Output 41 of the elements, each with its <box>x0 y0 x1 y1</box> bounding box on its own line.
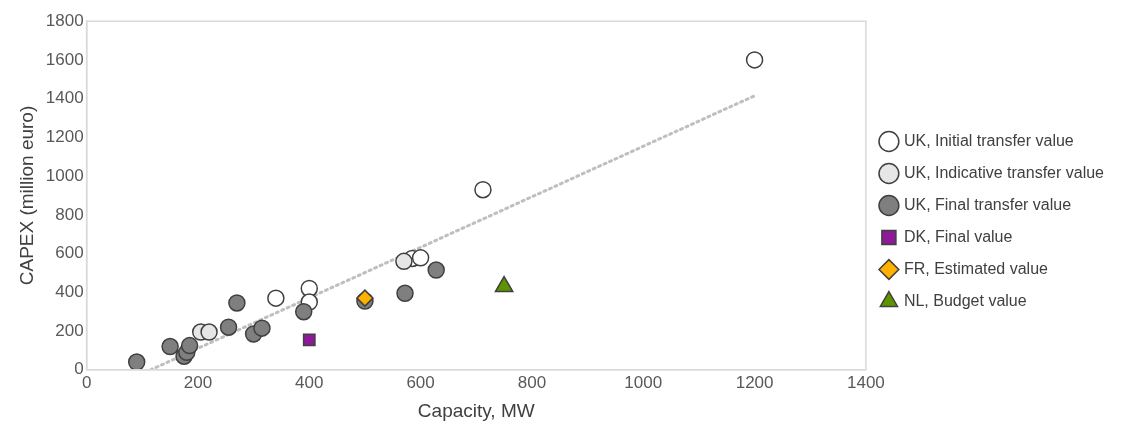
point <box>253 319 271 337</box>
x-tick-label: 1000 <box>624 372 663 392</box>
y-tick-label: 1600 <box>45 49 84 69</box>
point <box>200 323 218 341</box>
y-tick-label: 800 <box>55 204 84 224</box>
point <box>395 252 413 271</box>
legend-label: FR, Estimated value <box>903 259 1049 277</box>
point <box>127 353 146 370</box>
point <box>294 302 313 321</box>
y-tick-label: 400 <box>55 282 84 302</box>
point <box>474 180 492 199</box>
y-tick-label: 200 <box>55 320 84 340</box>
point <box>267 289 285 307</box>
x-tick-label: 400 <box>295 372 324 392</box>
y-axis-title: CAPEX (million euro) <box>15 105 37 286</box>
x-tick-label: 200 <box>183 372 213 392</box>
y-tick-label: 0 <box>74 359 84 379</box>
y-tick-label: 600 <box>55 243 84 263</box>
x-axis-title: Capacity, MW <box>417 399 535 421</box>
legend-label: DK, Final value <box>903 227 1013 245</box>
y-tick-label: 1200 <box>45 127 84 147</box>
point <box>745 51 764 69</box>
legend-label: UK, Final transfer value <box>903 195 1072 213</box>
legend-label: NL, Budget value <box>903 291 1027 309</box>
point <box>161 337 179 356</box>
point <box>302 333 316 347</box>
point <box>228 294 246 312</box>
legend-label: UK, Indicative transfer value <box>903 163 1105 181</box>
x-tick-label: 800 <box>517 372 547 392</box>
point <box>219 318 238 336</box>
y-tick-label: 1800 <box>45 10 84 30</box>
point <box>396 284 414 303</box>
y-tick-label: 1000 <box>45 165 84 185</box>
x-tick-label: 600 <box>406 372 435 392</box>
point <box>180 336 199 355</box>
point <box>427 261 445 279</box>
point <box>411 249 430 267</box>
x-tick-label: 1200 <box>735 372 774 392</box>
x-tick-label: 1400 <box>846 372 885 392</box>
y-tick-label: 1400 <box>45 88 84 108</box>
legend-label: UK, Initial transfer value <box>903 131 1074 149</box>
